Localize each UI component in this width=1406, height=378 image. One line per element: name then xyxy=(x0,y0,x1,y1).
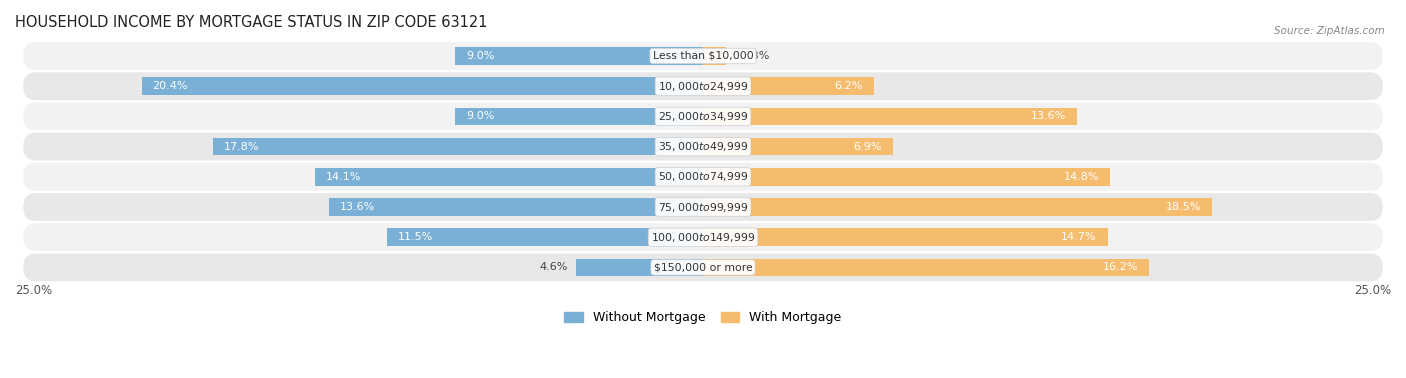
FancyBboxPatch shape xyxy=(24,42,1382,70)
Text: 9.0%: 9.0% xyxy=(467,51,495,61)
Text: 4.6%: 4.6% xyxy=(540,262,568,273)
Text: $25,000 to $34,999: $25,000 to $34,999 xyxy=(658,110,748,123)
Bar xyxy=(387,228,703,246)
Text: $75,000 to $99,999: $75,000 to $99,999 xyxy=(658,200,748,214)
Bar xyxy=(576,259,703,276)
Legend: Without Mortgage, With Mortgage: Without Mortgage, With Mortgage xyxy=(560,307,846,330)
Text: 6.9%: 6.9% xyxy=(853,142,882,152)
Bar xyxy=(329,198,703,216)
Bar xyxy=(315,168,703,186)
Text: 0.83%: 0.83% xyxy=(734,51,769,61)
Bar xyxy=(703,198,1212,216)
Text: 20.4%: 20.4% xyxy=(153,81,188,91)
Text: $35,000 to $49,999: $35,000 to $49,999 xyxy=(658,140,748,153)
Bar xyxy=(703,77,873,95)
Bar xyxy=(703,108,1077,125)
Bar xyxy=(456,108,703,125)
Text: $150,000 or more: $150,000 or more xyxy=(654,262,752,273)
Text: HOUSEHOLD INCOME BY MORTGAGE STATUS IN ZIP CODE 63121: HOUSEHOLD INCOME BY MORTGAGE STATUS IN Z… xyxy=(15,15,488,30)
Bar xyxy=(456,47,703,65)
Text: 14.7%: 14.7% xyxy=(1062,232,1097,242)
FancyBboxPatch shape xyxy=(24,102,1382,130)
Bar xyxy=(703,138,893,155)
FancyBboxPatch shape xyxy=(24,133,1382,161)
Text: 25.0%: 25.0% xyxy=(1354,284,1391,297)
Text: 17.8%: 17.8% xyxy=(224,142,260,152)
Text: 13.6%: 13.6% xyxy=(1031,112,1066,121)
Text: 9.0%: 9.0% xyxy=(467,112,495,121)
Text: 11.5%: 11.5% xyxy=(398,232,433,242)
Text: $10,000 to $24,999: $10,000 to $24,999 xyxy=(658,80,748,93)
Text: Source: ZipAtlas.com: Source: ZipAtlas.com xyxy=(1274,26,1385,36)
Bar xyxy=(142,77,703,95)
Bar xyxy=(703,47,725,65)
Text: 14.1%: 14.1% xyxy=(326,172,361,182)
FancyBboxPatch shape xyxy=(24,223,1382,251)
Text: $50,000 to $74,999: $50,000 to $74,999 xyxy=(658,170,748,183)
Bar xyxy=(214,138,703,155)
Text: 13.6%: 13.6% xyxy=(340,202,375,212)
Text: $100,000 to $149,999: $100,000 to $149,999 xyxy=(651,231,755,244)
FancyBboxPatch shape xyxy=(24,72,1382,100)
FancyBboxPatch shape xyxy=(24,193,1382,221)
FancyBboxPatch shape xyxy=(24,254,1382,281)
Text: 18.5%: 18.5% xyxy=(1166,202,1201,212)
FancyBboxPatch shape xyxy=(24,163,1382,191)
Bar xyxy=(703,168,1111,186)
Bar xyxy=(703,228,1108,246)
Text: 6.2%: 6.2% xyxy=(834,81,863,91)
Text: 16.2%: 16.2% xyxy=(1102,262,1137,273)
Text: 14.8%: 14.8% xyxy=(1064,172,1099,182)
Bar xyxy=(703,259,1149,276)
Text: Less than $10,000: Less than $10,000 xyxy=(652,51,754,61)
Text: 25.0%: 25.0% xyxy=(15,284,52,297)
